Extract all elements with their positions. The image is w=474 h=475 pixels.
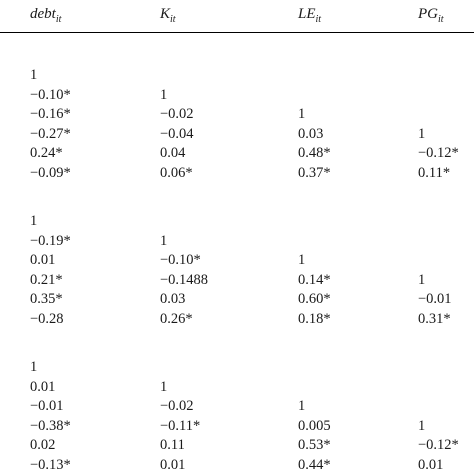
table-row: −0.01 −0.02 1 bbox=[0, 397, 474, 417]
cell-debt: −0.38* bbox=[30, 417, 71, 437]
table-row: −0.19* 1 bbox=[0, 232, 474, 252]
table-row: 0.35* 0.03 0.60* −0.01 bbox=[0, 290, 474, 310]
cell-debt: −0.16* bbox=[30, 105, 71, 125]
cell-debt: 1 bbox=[30, 358, 37, 378]
cell-debt: 0.21* bbox=[30, 271, 63, 291]
cell-debt: 0.02 bbox=[30, 436, 55, 456]
table-row: 1 bbox=[0, 358, 474, 378]
table-row: −0.27* −0.04 0.03 1 bbox=[0, 125, 474, 145]
cell-k: 0.01 bbox=[160, 456, 185, 475]
table-row: 0.01 1 bbox=[0, 378, 474, 398]
table-row: −0.38* −0.11* 0.005 1 bbox=[0, 417, 474, 437]
cell-k: −0.1488 bbox=[160, 271, 208, 291]
cell-k: 1 bbox=[160, 378, 167, 398]
cell-le: 0.005 bbox=[298, 417, 331, 437]
cell-le: 0.44* bbox=[298, 456, 331, 475]
cell-debt: −0.01 bbox=[30, 397, 64, 417]
cell-le: 0.03 bbox=[298, 125, 323, 145]
header-k: Kit bbox=[160, 6, 176, 25]
cell-k: 0.26* bbox=[160, 310, 193, 330]
cell-pg: 1 bbox=[418, 125, 425, 145]
cell-k: 0.11 bbox=[160, 436, 185, 456]
cell-pg: 1 bbox=[418, 417, 425, 437]
cell-k: −0.11* bbox=[160, 417, 200, 437]
cell-le: 0.37* bbox=[298, 164, 331, 184]
cell-debt: −0.28 bbox=[30, 310, 64, 330]
cell-pg: −0.12* bbox=[418, 436, 459, 456]
cell-debt: −0.19* bbox=[30, 232, 71, 252]
table-row: −0.13* 0.01 0.44* 0.01 bbox=[0, 456, 474, 475]
table-row: 1 bbox=[0, 212, 474, 232]
cell-k: 1 bbox=[160, 86, 167, 106]
cell-pg: −0.01 bbox=[418, 290, 452, 310]
cell-le: 0.53* bbox=[298, 436, 331, 456]
cell-pg: −0.12* bbox=[418, 144, 459, 164]
cell-pg: 1 bbox=[418, 271, 425, 291]
cell-le: 0.18* bbox=[298, 310, 331, 330]
header-pg: PGit bbox=[418, 6, 444, 25]
cell-debt: −0.09* bbox=[30, 164, 71, 184]
cell-k: 0.06* bbox=[160, 164, 193, 184]
table-row: 0.24* 0.04 0.48* −0.12* bbox=[0, 144, 474, 164]
cell-pg: 0.01 bbox=[418, 456, 443, 475]
cell-k: 0.03 bbox=[160, 290, 185, 310]
cell-debt: −0.13* bbox=[30, 456, 71, 475]
header-le: LEit bbox=[298, 6, 321, 25]
cell-le: 0.60* bbox=[298, 290, 331, 310]
cell-k: −0.10* bbox=[160, 251, 201, 271]
table-header: debtit Kit LEit PGit bbox=[0, 6, 474, 28]
cell-debt: 0.01 bbox=[30, 251, 55, 271]
table-row: −0.09* 0.06* 0.37* 0.11* bbox=[0, 164, 474, 184]
cell-k: −0.04 bbox=[160, 125, 194, 145]
table-row: 0.02 0.11 0.53* −0.12* bbox=[0, 436, 474, 456]
cell-le: 1 bbox=[298, 105, 305, 125]
table-row: 1 bbox=[0, 66, 474, 86]
cell-le: 1 bbox=[298, 251, 305, 271]
cell-k: 0.04 bbox=[160, 144, 185, 164]
table-row: −0.16* −0.02 1 bbox=[0, 105, 474, 125]
cell-pg: 0.31* bbox=[418, 310, 451, 330]
table-row: 0.01 −0.10* 1 bbox=[0, 251, 474, 271]
cell-le: 0.14* bbox=[298, 271, 331, 291]
table-row: 0.21* −0.1488 0.14* 1 bbox=[0, 271, 474, 291]
table-row: −0.28 0.26* 0.18* 0.31* bbox=[0, 310, 474, 330]
cell-debt: 0.24* bbox=[30, 144, 63, 164]
cell-debt: 0.01 bbox=[30, 378, 55, 398]
cell-debt: 1 bbox=[30, 66, 37, 86]
cell-k: −0.02 bbox=[160, 397, 194, 417]
cell-k: 1 bbox=[160, 232, 167, 252]
cell-debt: 0.35* bbox=[30, 290, 63, 310]
cell-pg: 0.11* bbox=[418, 164, 450, 184]
cell-debt: −0.27* bbox=[30, 125, 71, 145]
cell-debt: 1 bbox=[30, 212, 37, 232]
table-row: −0.10* 1 bbox=[0, 86, 474, 106]
header-rule bbox=[0, 32, 474, 33]
cell-le: 0.48* bbox=[298, 144, 331, 164]
cell-le: 1 bbox=[298, 397, 305, 417]
cell-debt: −0.10* bbox=[30, 86, 71, 106]
cell-k: −0.02 bbox=[160, 105, 194, 125]
header-debt: debtit bbox=[30, 6, 61, 25]
